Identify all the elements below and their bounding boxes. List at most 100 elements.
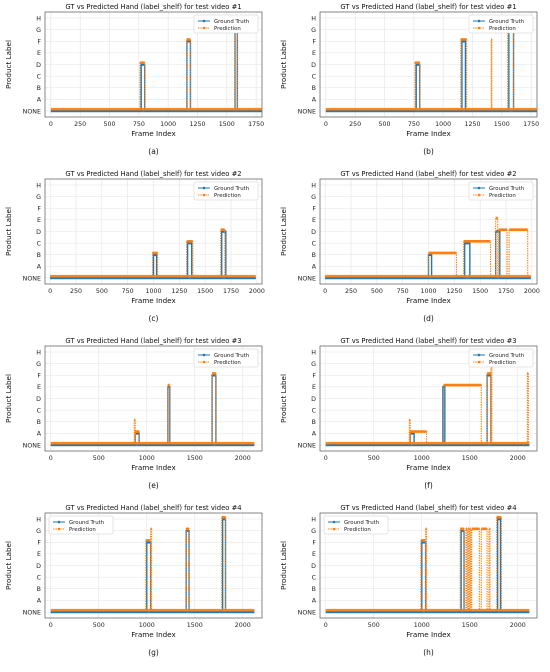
axes-frame <box>44 11 263 118</box>
y-tick-label: NONE <box>23 442 41 449</box>
y-tick-label: E <box>312 551 316 558</box>
y-axis-label: Product Label <box>279 374 288 423</box>
y-tick-label: H <box>311 516 316 523</box>
y-tick-label: A <box>312 97 317 104</box>
x-tick-label: 500 <box>378 121 390 128</box>
y-tick-label: E <box>37 50 41 57</box>
axes-frame <box>319 345 538 452</box>
y-tick-label: NONE <box>298 442 316 449</box>
x-tick-label: 500 <box>368 455 380 462</box>
x-tick-label: 0 <box>324 622 328 629</box>
y-tick-label: C <box>312 574 317 581</box>
chart-panel: NONE A B C D E F G H 0 500 1000 1500 2000 GT vs Predic… <box>275 334 550 501</box>
panel-caption: (h) <box>423 648 434 657</box>
legend-marker <box>57 520 61 524</box>
y-tick-label: A <box>37 598 42 605</box>
x-tick-label: 0 <box>323 288 327 295</box>
y-tick-label: E <box>37 384 41 391</box>
legend-label: Ground Truth <box>214 186 249 192</box>
legend-label: Prediction <box>489 193 516 199</box>
y-tick-label: D <box>311 229 316 236</box>
x-tick-label: 1500 <box>219 121 235 128</box>
legend-label: Ground Truth <box>214 353 249 359</box>
x-tick-label: 0 <box>324 455 328 462</box>
legend-label: Prediction <box>214 26 241 32</box>
legend-marker <box>202 26 206 30</box>
y-tick-label: C <box>312 407 317 414</box>
y-tick-label: NONE <box>298 108 316 115</box>
y-tick-label: G <box>311 27 316 34</box>
panel-caption: (e) <box>148 481 159 490</box>
y-tick-label: A <box>312 598 317 605</box>
y-tick-label: F <box>312 540 316 547</box>
y-tick-label: H <box>36 516 41 523</box>
legend-label: Ground Truth <box>489 353 524 359</box>
legend-marker <box>477 193 481 197</box>
x-tick-label: 250 <box>70 288 82 295</box>
y-tick-label: C <box>37 407 42 414</box>
x-tick-label: 1500 <box>494 121 510 128</box>
legend-marker <box>202 360 206 364</box>
legend-marker <box>202 186 206 190</box>
legend-label: Prediction <box>69 527 96 533</box>
x-tick-label: 1250 <box>189 121 205 128</box>
x-tick-label: 250 <box>349 121 361 128</box>
axes-frame <box>319 178 538 285</box>
chart-title: GT vs Predicted Hand (label_shelf) for t… <box>65 504 241 512</box>
y-tick-label: C <box>37 240 42 247</box>
y-tick-label: C <box>312 240 317 247</box>
chart-title: GT vs Predicted Hand (label_shelf) for t… <box>340 170 516 178</box>
panel-caption: (c) <box>149 314 159 323</box>
x-tick-label: 2000 <box>235 622 251 629</box>
axes-frame <box>319 11 538 118</box>
x-tick-label: 1000 <box>145 288 161 295</box>
axes-frame <box>44 345 263 452</box>
legend-marker <box>202 19 206 23</box>
y-axis-label: Product Label <box>279 207 288 256</box>
x-tick-label: 2000 <box>524 288 540 295</box>
x-axis-label: Frame Index <box>406 296 451 305</box>
y-tick-label: G <box>311 194 316 201</box>
x-tick-label: 1750 <box>248 121 264 128</box>
x-tick-label: 0 <box>324 121 328 128</box>
x-tick-label: 1000 <box>414 455 430 462</box>
legend-marker <box>477 26 481 30</box>
y-tick-label: F <box>37 540 41 547</box>
x-tick-label: 750 <box>397 288 409 295</box>
y-axis-label: Product Label <box>279 40 288 89</box>
legend-label: Ground Truth <box>489 186 524 192</box>
panel-caption: (a) <box>148 147 159 156</box>
x-tick-label: 750 <box>408 121 420 128</box>
x-tick-label: 1000 <box>139 455 155 462</box>
x-tick-label: 1750 <box>223 288 239 295</box>
legend-label: Prediction <box>344 527 371 533</box>
legend-marker <box>202 353 206 357</box>
x-tick-label: 500 <box>368 622 380 629</box>
axes-frame <box>319 512 538 619</box>
x-tick-label: 1750 <box>498 288 514 295</box>
x-tick-label: 2000 <box>235 455 251 462</box>
y-tick-label: D <box>36 396 41 403</box>
legend-marker <box>202 193 206 197</box>
y-tick-label: E <box>37 551 41 558</box>
legend-marker <box>477 353 481 357</box>
chart-title: GT vs Predicted Hand (label_shelf) for t… <box>340 337 516 345</box>
y-tick-label: E <box>312 217 316 224</box>
y-tick-label: G <box>36 361 41 368</box>
y-tick-label: E <box>37 217 41 224</box>
y-tick-label: A <box>37 264 42 271</box>
x-tick-label: 0 <box>49 455 53 462</box>
x-tick-label: 1750 <box>523 121 539 128</box>
x-tick-label: 1250 <box>171 288 187 295</box>
chart-panel: NONE A B C D E F G H 0 250 500 750 1000 1250 1500 1750 20… <box>275 167 550 334</box>
x-tick-label: 1500 <box>472 288 488 295</box>
chart-panel: NONE A B C D E F G H 0 500 1000 1500 2000 GT vs Predic… <box>275 501 550 668</box>
y-tick-label: D <box>311 62 316 69</box>
legend-label: Ground Truth <box>344 520 379 526</box>
x-tick-label: 1500 <box>187 622 203 629</box>
y-tick-label: NONE <box>23 108 41 115</box>
x-tick-label: 0 <box>49 121 53 128</box>
